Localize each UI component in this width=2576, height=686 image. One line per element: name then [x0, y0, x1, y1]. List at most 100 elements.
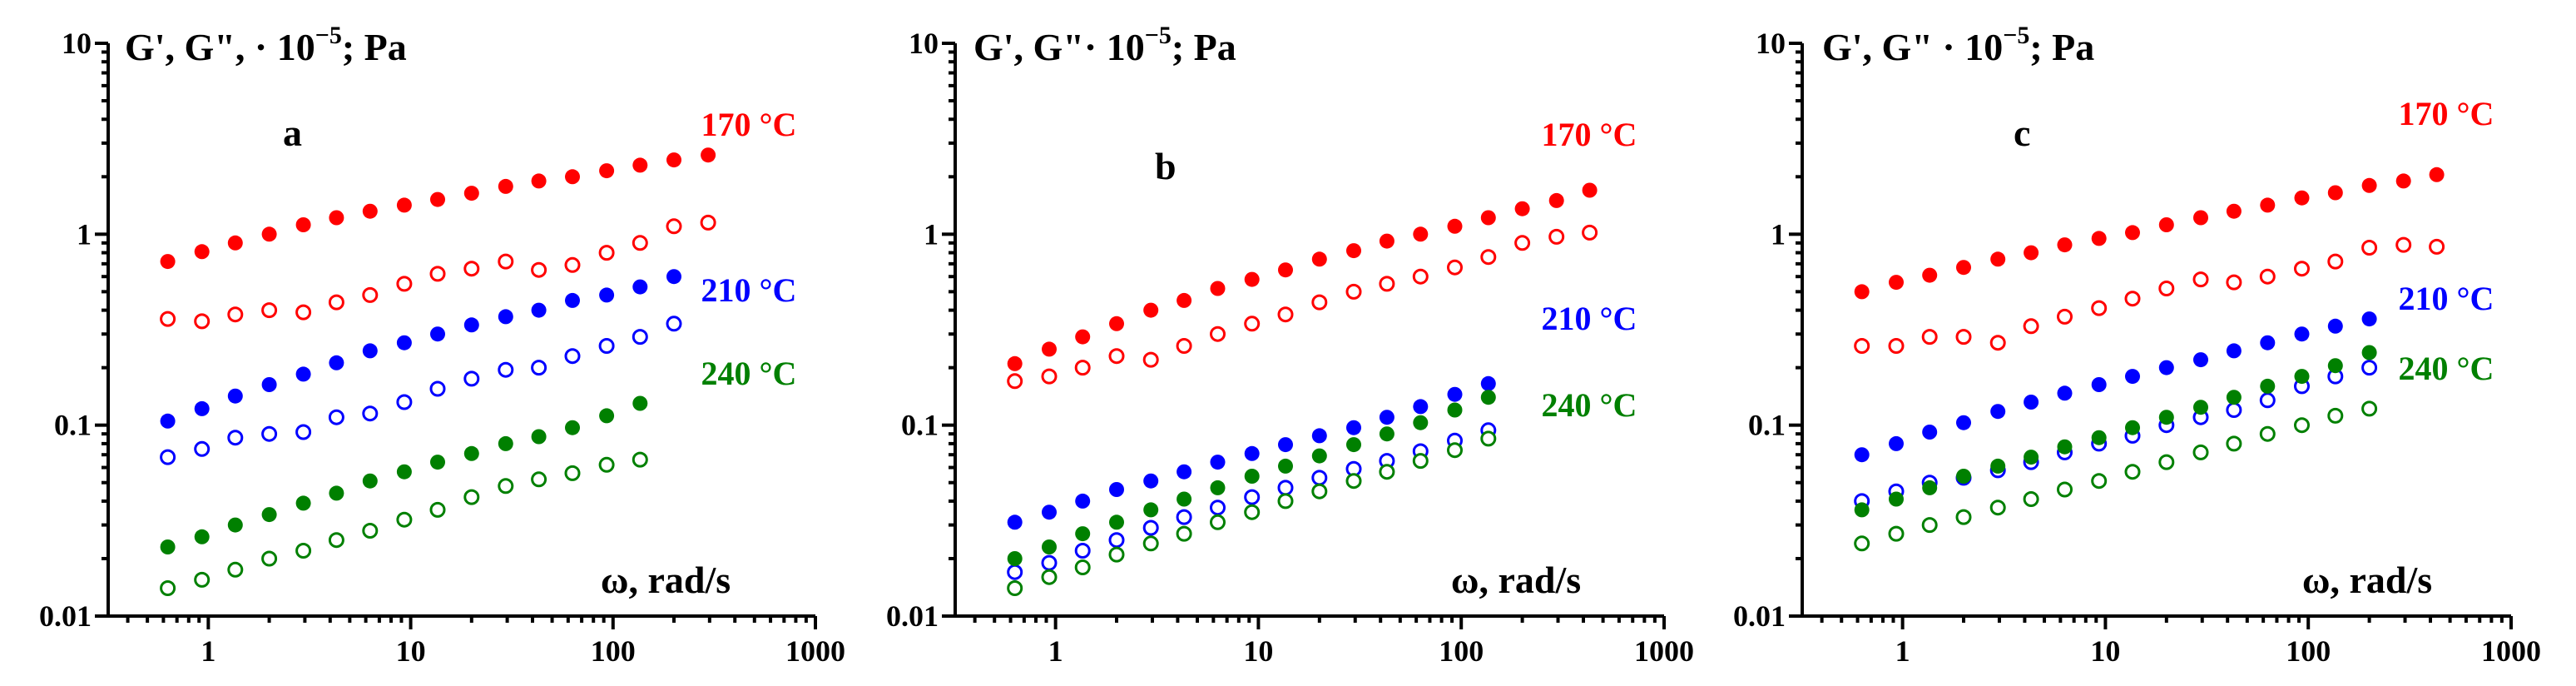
data-point — [700, 214, 716, 231]
data-point — [564, 256, 581, 273]
y-tick-label: 0.1 — [1748, 409, 1786, 442]
data-point — [396, 335, 412, 350]
data-point — [1412, 453, 1429, 470]
data-point — [1955, 329, 1972, 345]
data-point — [1888, 525, 1905, 542]
data-point — [2124, 291, 2141, 307]
data-point — [1921, 329, 1938, 345]
x-tick-label: 100 — [591, 634, 636, 668]
data-point — [1854, 502, 1870, 518]
data-point — [1244, 316, 1261, 332]
data-point — [2361, 400, 2378, 417]
data-point — [1582, 224, 1598, 241]
data-point — [2259, 268, 2276, 285]
data-point — [1889, 435, 1904, 451]
data-point — [430, 191, 445, 207]
data-point — [329, 355, 344, 370]
temperature-label: 170 °C — [1542, 116, 1637, 153]
series-g-170-c — [1854, 236, 2445, 354]
data-point — [1956, 260, 1971, 276]
data-point — [1480, 375, 1496, 391]
data-point — [1074, 559, 1091, 575]
data-point — [1413, 226, 1429, 242]
data-point — [429, 501, 446, 518]
data-point — [1142, 351, 1159, 368]
x-tick-label: 10 — [1243, 634, 1273, 668]
data-point — [396, 276, 413, 292]
data-point — [1108, 546, 1125, 563]
series-g-240-c — [160, 395, 648, 554]
data-point — [2193, 352, 2208, 368]
data-point — [1210, 281, 1226, 296]
data-point — [194, 400, 210, 416]
data-point — [1345, 473, 1362, 490]
data-point — [2259, 425, 2276, 442]
y-tick-label: 0.1 — [901, 409, 939, 442]
data-point — [463, 489, 480, 505]
series-g-170-c — [160, 214, 716, 330]
data-point — [531, 360, 547, 376]
data-point — [1108, 348, 1125, 365]
y-tick-label: 0.01 — [886, 599, 939, 633]
data-point — [666, 316, 682, 332]
data-point — [1514, 201, 1530, 216]
series-g-210-c — [1854, 311, 2377, 463]
panel-b: 0.01 0.1 1 10 1 10 100 1000 G', G"· 10−5; Pa b ω, … — [886, 22, 1694, 668]
data-point — [2057, 308, 2073, 325]
x-tick-label: 1000 — [1634, 634, 1694, 668]
data-point — [1889, 275, 1904, 291]
x-axis-label: ω, rad/s — [2302, 559, 2432, 601]
y-tick-label: 10 — [909, 27, 939, 60]
data-point — [2361, 240, 2378, 256]
data-point — [463, 317, 479, 333]
data-point — [1889, 491, 1904, 507]
data-point — [261, 550, 278, 567]
data-point — [2091, 231, 2107, 246]
data-point — [2226, 402, 2242, 418]
series-g-170-c — [1007, 182, 1598, 371]
data-point — [1277, 493, 1294, 510]
data-point — [1278, 262, 1293, 278]
data-point — [1311, 470, 1328, 486]
data-point — [295, 217, 311, 232]
data-point — [1311, 251, 1327, 267]
data-point — [396, 511, 413, 528]
data-point — [2023, 491, 2039, 507]
data-point — [2158, 360, 2174, 375]
data-point — [430, 326, 445, 342]
temperature-label: 210 °C — [1542, 300, 1637, 337]
data-point — [498, 178, 513, 194]
data-point — [1413, 399, 1429, 415]
data-point — [2327, 358, 2343, 374]
data-point — [2361, 177, 2377, 193]
data-point — [565, 169, 580, 185]
data-point — [1447, 386, 1463, 402]
data-point — [1379, 276, 1395, 292]
data-point — [463, 445, 479, 461]
data-point — [1548, 192, 1564, 208]
series-g-240-c — [1854, 400, 2378, 552]
data-point — [2158, 454, 2175, 470]
temperature-label: 240 °C — [1542, 386, 1637, 424]
data-point — [295, 424, 312, 440]
data-point — [1514, 235, 1531, 251]
data-point — [2124, 464, 2141, 480]
x-tick-label: 1 — [201, 634, 215, 668]
data-point — [1990, 404, 2006, 420]
data-point — [1244, 271, 1260, 287]
data-point — [261, 507, 277, 523]
data-point — [565, 292, 580, 308]
data-point — [1447, 402, 1463, 418]
data-point — [2327, 185, 2343, 201]
data-point — [1007, 564, 1023, 580]
data-point — [329, 485, 344, 501]
data-point — [430, 455, 445, 470]
data-point — [1210, 455, 1226, 470]
data-point — [2361, 345, 2377, 360]
data-point — [2327, 253, 2344, 270]
data-point — [295, 366, 311, 382]
temperature-label: 240 °C — [2399, 350, 2494, 387]
data-point — [1989, 335, 2006, 351]
data-point — [1922, 425, 1938, 440]
